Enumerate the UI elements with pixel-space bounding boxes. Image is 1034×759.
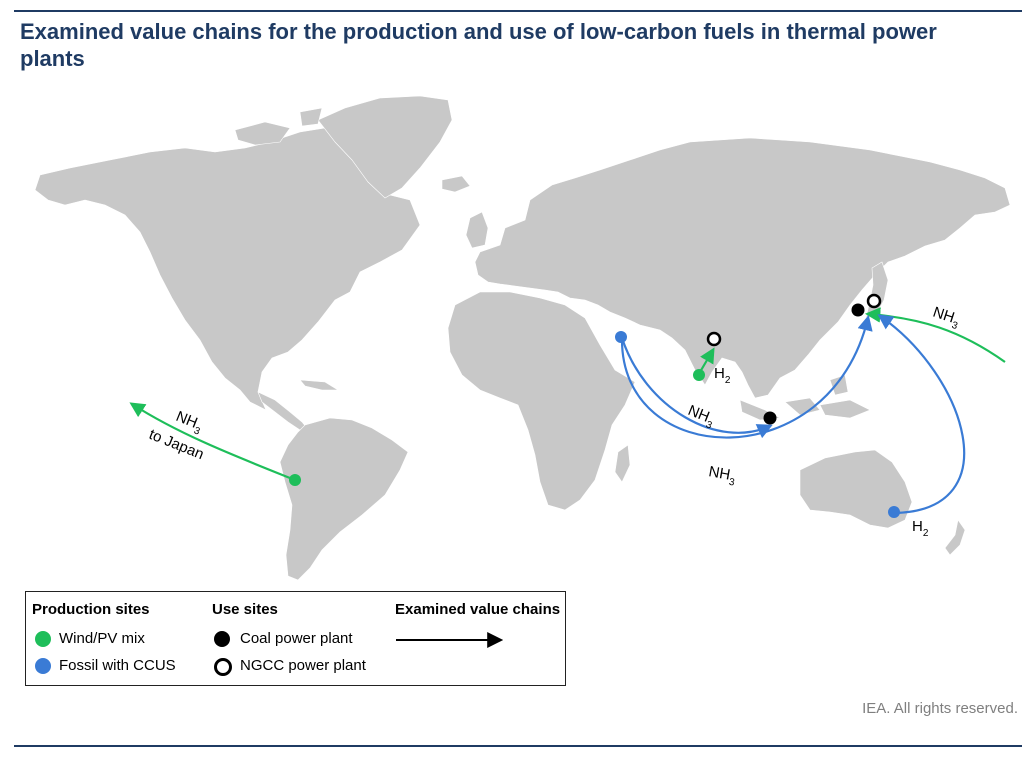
legend-ngcc-label: NGCC power plant [240, 657, 366, 674]
use-site-japan-ngcc [866, 293, 882, 309]
landmasses [34, 95, 1011, 581]
central-america [257, 391, 311, 433]
label-chile-nh3: NH3 [172, 408, 206, 438]
legend-coal-label: Coal power plant [240, 630, 353, 647]
label-gulf-japan-nh3: NH3 [707, 463, 738, 488]
britain [465, 211, 489, 249]
chain-chile-to-japan [129, 402, 296, 482]
use-site-india-ngcc [706, 331, 722, 347]
production-site-india [693, 369, 705, 381]
legend-wind-pv-label: Wind/PV mix [59, 630, 145, 647]
legend-production-heading: Production sites [32, 601, 150, 618]
label-india-h2: H2 [714, 365, 731, 386]
greenland [317, 95, 453, 199]
caribbean [299, 379, 340, 391]
copyright-credit: IEA. All rights reserved. [862, 700, 1018, 717]
legend-use-heading: Use sites [212, 601, 278, 618]
top-rule [14, 10, 1022, 12]
label-australia-h2: H2 [912, 518, 929, 539]
arctic-islands [234, 107, 323, 146]
australia [799, 449, 913, 529]
label-pacific-nh3: NH3 [930, 304, 963, 333]
eurasia [474, 137, 1011, 399]
chain-gulf-to-indonesia [620, 337, 773, 439]
legend-fossil-ccus-marker [35, 658, 51, 674]
chain-australia-to-japan [877, 314, 966, 515]
use-site-japan-coal [851, 303, 865, 317]
production-site-gulf [615, 331, 627, 343]
legend: Production sites Use sites Examined valu… [25, 591, 566, 686]
legend-chain-arrow [396, 632, 504, 648]
south-america [279, 417, 409, 581]
madagascar [614, 444, 631, 483]
bottom-rule [14, 745, 1022, 747]
iceland [441, 175, 471, 193]
legend-wind-pv-marker [35, 631, 51, 647]
production-site-australia [888, 506, 900, 518]
page-title: Examined value chains for the production… [20, 19, 937, 71]
legend-chains-heading: Examined value chains [395, 601, 561, 618]
production-site-chile [289, 474, 301, 486]
use-site-indonesia-coal [763, 411, 777, 425]
label-gulf-indonesia-nh3: NH3 [684, 402, 718, 432]
legend-coal-marker [214, 631, 230, 647]
legend-fossil-ccus-label: Fossil with CCUS [59, 657, 176, 674]
chain-gulf-to-japan [620, 315, 873, 439]
chain-india-h2 [699, 347, 715, 373]
new-zealand [944, 519, 966, 556]
legend-ngcc-marker [214, 658, 232, 676]
africa [447, 291, 636, 511]
